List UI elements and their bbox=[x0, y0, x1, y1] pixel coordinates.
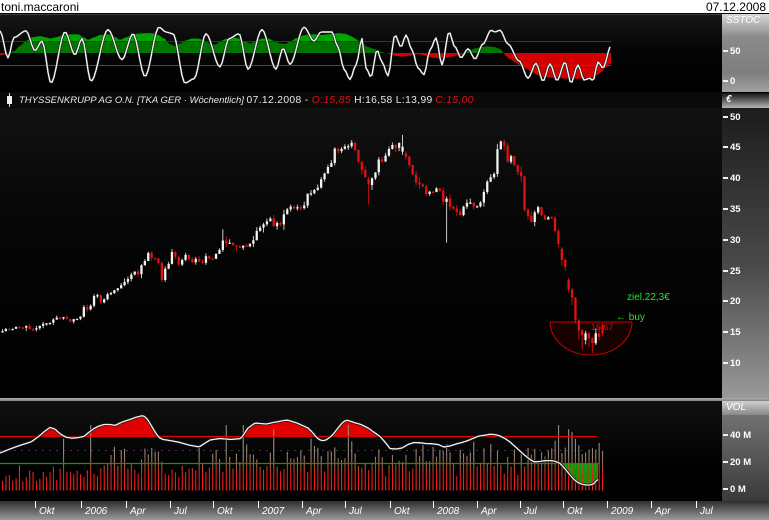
svg-text:ziel.22,3€: ziel.22,3€ bbox=[627, 292, 670, 303]
svg-text:16,67: 16,67 bbox=[591, 322, 614, 332]
svg-text:← buy: ← buy bbox=[616, 312, 645, 323]
